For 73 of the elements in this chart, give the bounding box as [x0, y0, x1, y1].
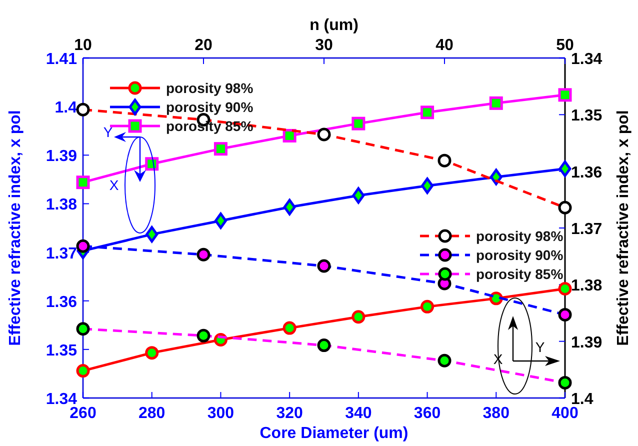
y2-axis-title: Effective refractive index, x pol [615, 110, 632, 346]
point [146, 226, 158, 243]
legend-label: porosity 90% [166, 99, 254, 115]
point [214, 212, 227, 229]
point [76, 322, 90, 336]
x2-tick-label: 10 [74, 37, 92, 54]
point [352, 310, 366, 324]
point [76, 102, 90, 116]
y2-tick-label: 1.39 [571, 334, 602, 352]
point [352, 116, 366, 130]
point [76, 364, 90, 378]
y2-tick-label: 1.37 [571, 221, 602, 238]
y2-tick-label: 1.35 [571, 108, 602, 125]
x2-tick-label: 30 [315, 37, 333, 54]
point [558, 308, 572, 322]
point [352, 187, 365, 204]
point [489, 96, 503, 110]
y-axis-title: Effective refractive index, x pol [7, 110, 24, 346]
y2-tick-label: 1.38 [571, 278, 602, 295]
legend-label: porosity 98% [476, 228, 564, 244]
point [438, 354, 452, 368]
y-tick-label: 1.34 [46, 391, 78, 408]
x-axis-title: Core Diameter (um) [260, 425, 408, 442]
point [438, 154, 452, 168]
point [558, 200, 572, 214]
y-tick-label: 1.41 [46, 51, 78, 68]
y-tick-label: 1.38 [46, 196, 78, 214]
point [317, 128, 331, 142]
annotation: Y [103, 124, 114, 140]
point [145, 157, 159, 171]
y-tick-label: 1.35 [46, 342, 78, 360]
point [282, 321, 296, 335]
y-tick-label: 1.39 [46, 148, 78, 166]
point [145, 346, 159, 360]
x-tick-label: 340 [345, 405, 372, 422]
point [558, 160, 572, 177]
point [558, 88, 572, 102]
y2-tick-label: 1.4 [571, 391, 594, 408]
point [214, 142, 228, 156]
annotation: Y [535, 339, 546, 355]
point [76, 176, 90, 190]
point [421, 177, 434, 194]
x2-tick-label: 40 [436, 37, 454, 54]
point [317, 259, 331, 273]
legend-label: porosity 85% [476, 266, 564, 282]
point [196, 248, 210, 262]
x-tick-label: 280 [138, 405, 166, 422]
x-tick-label: 260 [70, 405, 96, 422]
legend-label: porosity 90% [476, 247, 564, 263]
x2-tick-label: 20 [194, 37, 212, 54]
annotation: X [109, 177, 120, 193]
point [196, 328, 210, 342]
x-tick-label: 320 [276, 405, 304, 422]
point [76, 239, 90, 253]
point [558, 282, 572, 296]
point [282, 128, 296, 142]
x2-axis-title: n (um) [310, 17, 358, 34]
legend-label: porosity 98% [166, 80, 254, 96]
point [558, 376, 572, 390]
point [420, 300, 434, 314]
x-tick-label: 400 [552, 405, 578, 422]
y2-tick-label: 1.34 [571, 51, 602, 68]
x-tick-label: 360 [414, 405, 441, 422]
y-tick-label: 1.4 [54, 100, 78, 117]
point [283, 198, 296, 216]
x-tick-label: 300 [207, 405, 234, 422]
y2-tick-label: 1.36 [571, 164, 602, 182]
y-tick-label: 1.36 [46, 294, 78, 311]
y-tick-label: 1.37 [46, 245, 78, 262]
x-tick-label: 380 [482, 405, 510, 422]
x2-tick-label: 50 [556, 37, 574, 54]
point [317, 338, 331, 352]
point [420, 106, 434, 120]
